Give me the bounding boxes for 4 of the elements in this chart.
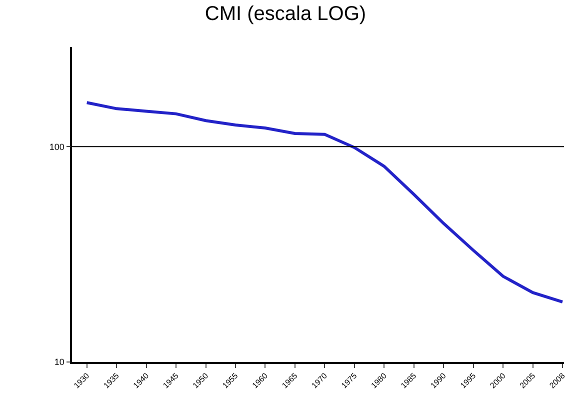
chart-title: CMI (escala LOG) (204, 3, 366, 26)
y-tick-label: 100 (49, 142, 64, 152)
line-series (85, 101, 564, 304)
y-tick-label: 10 (54, 357, 64, 368)
